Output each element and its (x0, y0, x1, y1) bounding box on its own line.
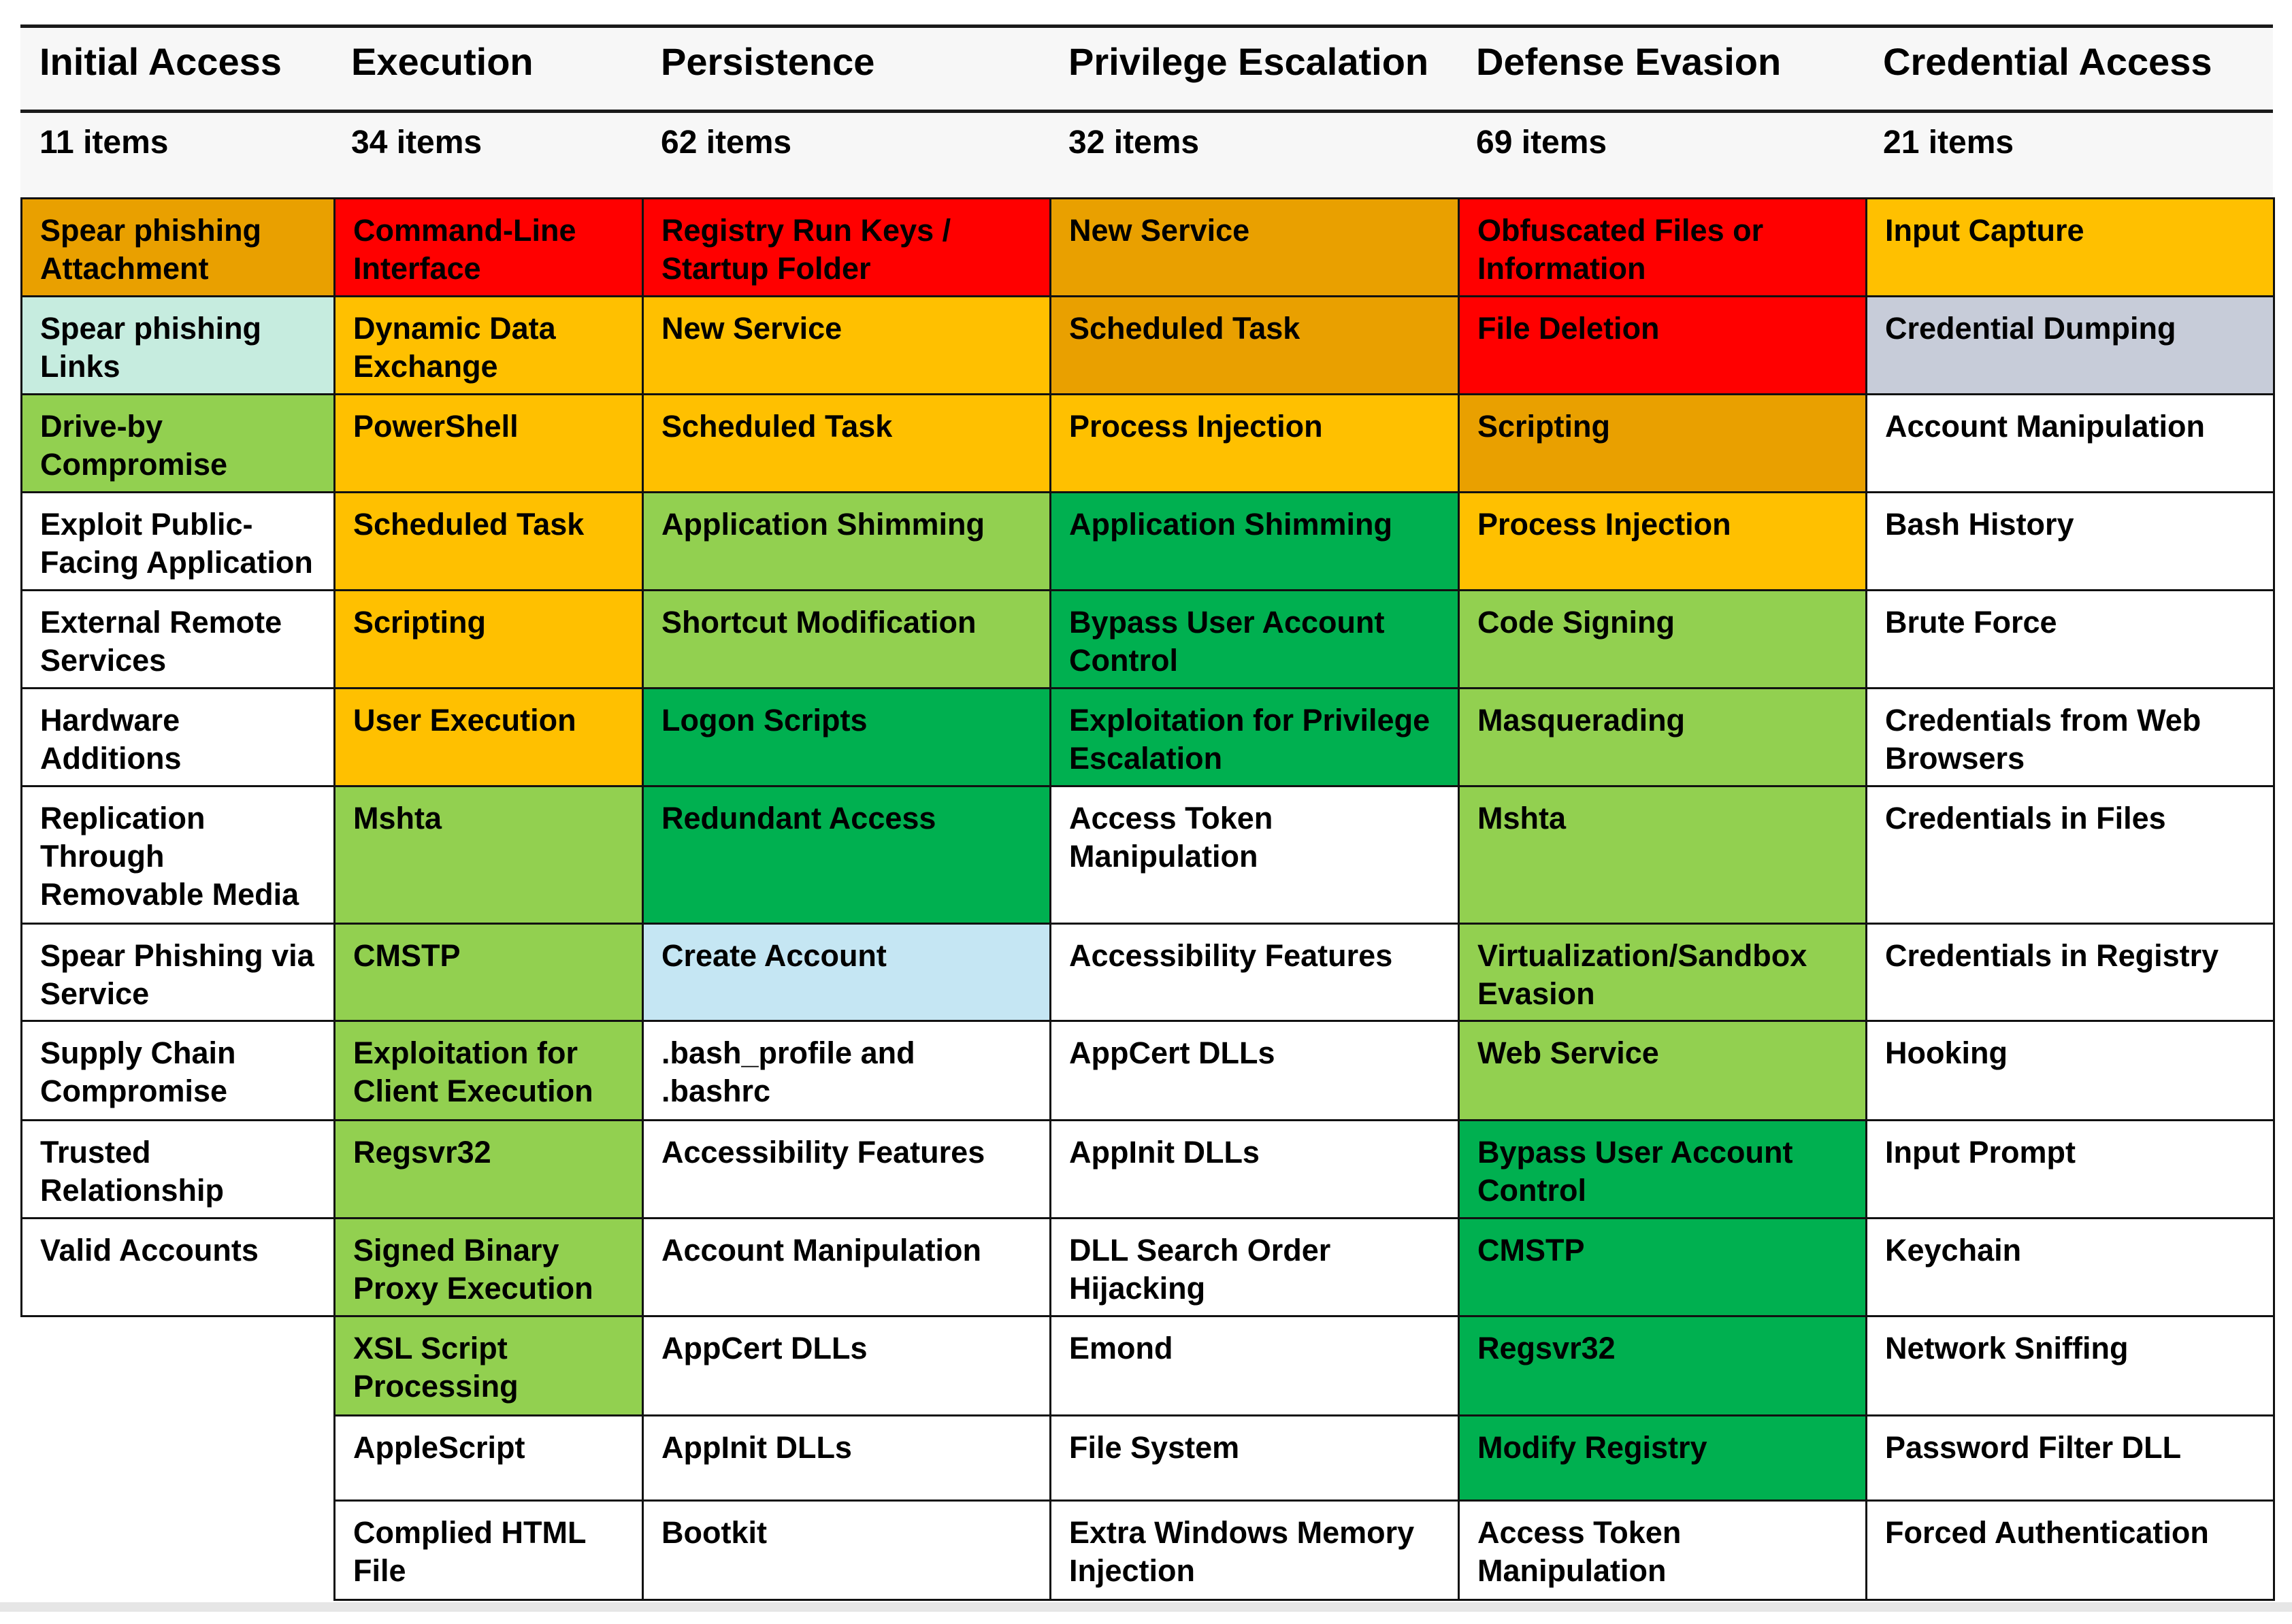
technique-cell-defense-evasion-file-deletion: File Deletion (1458, 295, 1867, 395)
technique-cell-persistence-accessibility-features: Accessibility Features (642, 1119, 1051, 1219)
technique-cell-execution-mshta: Mshta (333, 785, 644, 925)
column-title-persistence: Persistence (661, 40, 875, 83)
column-count-privilege-escalation: 32 items (1068, 125, 1200, 161)
technique-cell-defense-evasion-scripting: Scripting (1458, 393, 1867, 493)
technique-cell-persistence-scheduled-task: Scheduled Task (642, 393, 1051, 493)
technique-cell-privilege-escalation-file-system: File System (1049, 1414, 1460, 1502)
header-divider (20, 110, 2273, 113)
technique-cell-persistence-bash-profile-and-bashrc: .bash_profile and .bashrc (642, 1020, 1051, 1121)
technique-cell-defense-evasion-regsvr32: Regsvr32 (1458, 1315, 1867, 1416)
technique-cell-execution-dynamic-data-exchange: Dynamic Data Exchange (333, 295, 644, 395)
technique-cell-persistence-bootkit: Bootkit (642, 1499, 1051, 1601)
technique-cell-initial-access-replication-through-removable-media: Replication Through Removable Media (20, 785, 335, 925)
technique-cell-persistence-new-service: New Service (642, 295, 1051, 395)
technique-cell-execution-regsvr32: Regsvr32 (333, 1119, 644, 1219)
technique-cell-execution-scheduled-task: Scheduled Task (333, 491, 644, 591)
column-title-execution: Execution (351, 40, 534, 83)
technique-cell-persistence-registry-run-keys-startup-folder: Registry Run Keys / Startup Folder (642, 197, 1051, 297)
technique-cell-defense-evasion-modify-registry: Modify Registry (1458, 1414, 1867, 1502)
technique-cell-privilege-escalation-accessibility-features: Accessibility Features (1049, 923, 1460, 1022)
column-count-defense-evasion: 69 items (1476, 125, 1607, 161)
technique-cell-privilege-escalation-emond: Emond (1049, 1315, 1460, 1416)
technique-cell-defense-evasion-cmstp: CMSTP (1458, 1217, 1867, 1317)
column-count-initial-access: 11 items (39, 125, 169, 161)
technique-cell-privilege-escalation-access-token-manipulation: Access Token Manipulation (1049, 785, 1460, 925)
technique-cell-execution-exploitation-for-client-execution: Exploitation for Client Execution (333, 1020, 644, 1121)
technique-cell-persistence-shortcut-modification: Shortcut Modification (642, 589, 1051, 689)
technique-cell-credential-access-forced-authentication: Forced Authentication (1865, 1499, 2275, 1601)
technique-cell-initial-access-spear-phishing-attachment: Spear phishing Attachment (20, 197, 335, 297)
technique-cell-privilege-escalation-application-shimming: Application Shimming (1049, 491, 1460, 591)
technique-cell-persistence-application-shimming: Application Shimming (642, 491, 1051, 591)
technique-cell-defense-evasion-mshta: Mshta (1458, 785, 1867, 925)
technique-cell-execution-powershell: PowerShell (333, 393, 644, 493)
column-count-persistence: 62 items (661, 125, 792, 161)
column-title-credential-access: Credential Access (1883, 40, 2212, 83)
technique-cell-persistence-account-manipulation: Account Manipulation (642, 1217, 1051, 1317)
technique-cell-execution-scripting: Scripting (333, 589, 644, 689)
technique-cell-initial-access-drive-by-compromise: Drive-by Compromise (20, 393, 335, 493)
technique-cell-credential-access-bash-history: Bash History (1865, 491, 2275, 591)
technique-cell-initial-access-valid-accounts: Valid Accounts (20, 1217, 335, 1317)
technique-cell-initial-access-exploit-public-facing-application: Exploit Public-Facing Application (20, 491, 335, 591)
technique-cell-persistence-logon-scripts: Logon Scripts (642, 687, 1051, 787)
technique-cell-persistence-redundant-access: Redundant Access (642, 785, 1051, 925)
top-divider (20, 24, 2273, 28)
technique-cell-privilege-escalation-extra-windows-memory-injection: Extra Windows Memory Injection (1049, 1499, 1460, 1601)
technique-cell-execution-applescript: AppleScript (333, 1414, 644, 1502)
technique-cell-initial-access-hardware-additions: Hardware Additions (20, 687, 335, 787)
technique-cell-credential-access-keychain: Keychain (1865, 1217, 2275, 1317)
technique-cell-credential-access-hooking: Hooking (1865, 1020, 2275, 1121)
technique-cell-privilege-escalation-dll-search-order-hijacking: DLL Search Order Hijacking (1049, 1217, 1460, 1317)
bottom-scroll-edge (0, 1602, 2292, 1612)
technique-cell-privilege-escalation-new-service: New Service (1049, 197, 1460, 297)
technique-cell-credential-access-input-prompt: Input Prompt (1865, 1119, 2275, 1219)
technique-cell-privilege-escalation-process-injection: Process Injection (1049, 393, 1460, 493)
technique-cell-execution-complied-html-file: Complied HTML File (333, 1499, 644, 1601)
technique-cell-persistence-appinit-dlls: AppInit DLLs (642, 1414, 1051, 1502)
technique-cell-initial-access-spear-phishing-links: Spear phishing Links (20, 295, 335, 395)
technique-cell-defense-evasion-virtualization-sandbox-evasion: Virtualization/Sandbox Evasion (1458, 923, 1867, 1022)
technique-cell-initial-access-external-remote-services: External Remote Services (20, 589, 335, 689)
technique-cell-privilege-escalation-scheduled-task: Scheduled Task (1049, 295, 1460, 395)
technique-cell-defense-evasion-web-service: Web Service (1458, 1020, 1867, 1121)
technique-cell-credential-access-brute-force: Brute Force (1865, 589, 2275, 689)
technique-cell-initial-access-supply-chain-compromise: Supply Chain Compromise (20, 1020, 335, 1121)
technique-cell-defense-evasion-bypass-user-account-control: Bypass User Account Control (1458, 1119, 1867, 1219)
technique-cell-privilege-escalation-appcert-dlls: AppCert DLLs (1049, 1020, 1460, 1121)
technique-cell-defense-evasion-masquerading: Masquerading (1458, 687, 1867, 787)
technique-cell-initial-access-trusted-relationship: Trusted Relationship (20, 1119, 335, 1219)
technique-cell-execution-user-execution: User Execution (333, 687, 644, 787)
technique-cell-credential-access-credentials-in-registry: Credentials in Registry (1865, 923, 2275, 1022)
technique-cell-credential-access-input-capture: Input Capture (1865, 197, 2275, 297)
technique-cell-credential-access-account-manipulation: Account Manipulation (1865, 393, 2275, 493)
technique-cell-privilege-escalation-appinit-dlls: AppInit DLLs (1049, 1119, 1460, 1219)
technique-cell-execution-command-line-interface: Command-Line Interface (333, 197, 644, 297)
technique-cell-credential-access-password-filter-dll: Password Filter DLL (1865, 1414, 2275, 1502)
technique-cell-privilege-escalation-bypass-user-account-control: Bypass User Account Control (1049, 589, 1460, 689)
technique-cell-persistence-appcert-dlls: AppCert DLLs (642, 1315, 1051, 1416)
technique-cell-persistence-create-account: Create Account (642, 923, 1051, 1022)
technique-cell-execution-xsl-script-processing: XSL Script Processing (333, 1315, 644, 1416)
technique-cell-execution-cmstp: CMSTP (333, 923, 644, 1022)
column-title-privilege-escalation: Privilege Escalation (1068, 40, 1429, 83)
technique-cell-defense-evasion-obfuscated-files-or-information: Obfuscated Files or Information (1458, 197, 1867, 297)
column-title-defense-evasion: Defense Evasion (1476, 40, 1782, 83)
technique-cell-defense-evasion-process-injection: Process Injection (1458, 491, 1867, 591)
technique-cell-credential-access-credentials-from-web-browsers: Credentials from Web Browsers (1865, 687, 2275, 787)
technique-cell-credential-access-credential-dumping: Credential Dumping (1865, 295, 2275, 395)
column-title-initial-access: Initial Access (39, 40, 282, 83)
technique-cell-credential-access-credentials-in-files: Credentials in Files (1865, 785, 2275, 925)
technique-cell-credential-access-network-sniffing: Network Sniffing (1865, 1315, 2275, 1416)
technique-cell-defense-evasion-access-token-manipulation: Access Token Manipulation (1458, 1499, 1867, 1601)
column-count-execution: 34 items (351, 125, 482, 161)
technique-cell-privilege-escalation-exploitation-for-privilege-escalation: Exploitation for Privilege Escalation (1049, 687, 1460, 787)
technique-cell-execution-signed-binary-proxy-execution: Signed Binary Proxy Execution (333, 1217, 644, 1317)
column-count-credential-access: 21 items (1883, 125, 2014, 161)
technique-cell-defense-evasion-code-signing: Code Signing (1458, 589, 1867, 689)
technique-cell-initial-access-spear-phishing-via-service: Spear Phishing via Service (20, 923, 335, 1022)
